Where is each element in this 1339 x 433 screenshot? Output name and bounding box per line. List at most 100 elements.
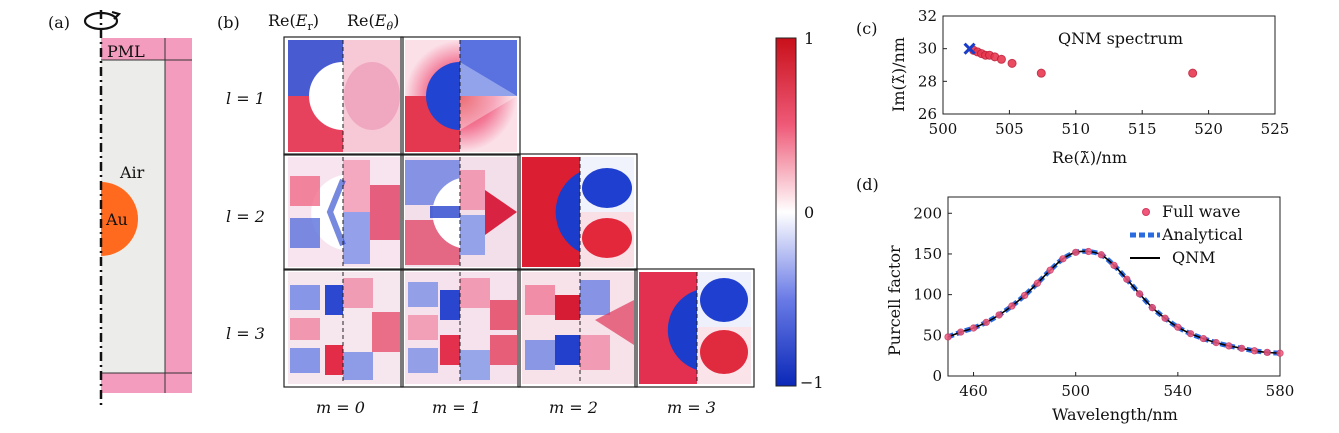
d-full-wave-point xyxy=(1199,334,1207,343)
plot-c-title: QNM spectrum xyxy=(1058,29,1183,48)
d-ytick-label: 150 xyxy=(913,245,942,263)
d-xtick-label: 460 xyxy=(959,382,988,400)
d-ytick-label: 200 xyxy=(913,204,942,222)
c-ytick-label: 30 xyxy=(918,40,937,58)
d-full-wave-point xyxy=(1225,342,1233,350)
field-map-l2-m0 xyxy=(288,157,400,267)
colorbar-min: −1 xyxy=(800,373,824,392)
col-label-m0: m = 0 xyxy=(316,398,365,417)
plot-d-frame xyxy=(947,196,1281,377)
field-map-l3-m1 xyxy=(405,272,517,384)
d-ytick-label: 50 xyxy=(923,326,942,344)
d-full-wave-point xyxy=(1263,348,1271,357)
d-full-wave-point xyxy=(1250,347,1259,355)
plot-c-ticks: 500 505 510 515 520 525 26 28 30 32 xyxy=(918,7,1289,138)
c-xtick-label: 500 xyxy=(929,120,958,138)
d-full-wave-point xyxy=(1021,291,1029,300)
colorbar-max: 1 xyxy=(804,29,814,48)
d-full-wave-point xyxy=(1123,275,1131,283)
panel-c-tag: (c) xyxy=(856,19,877,38)
col-label-m1: m = 1 xyxy=(432,398,481,417)
d-xtick-label: 580 xyxy=(1266,382,1295,400)
col-label-m3: m = 3 xyxy=(667,398,716,417)
d-ytick-label: 100 xyxy=(913,286,942,304)
c-ytick-label: 26 xyxy=(918,105,937,123)
field-map-l2-m2 xyxy=(522,157,634,267)
panel-c: (c) QNM spectrum Re(λ̃)/nm Im(λ̃)/nm 500… xyxy=(856,7,1289,167)
c-qnm-point xyxy=(1007,58,1017,68)
au-label: Au xyxy=(105,210,128,229)
gold-hemisphere xyxy=(101,182,138,256)
panel-d-tag: (d) xyxy=(856,175,879,194)
panel-a: (a) PML Air Au xyxy=(48,10,192,405)
row-label-l2: l = 2 xyxy=(226,207,265,226)
d-full-wave-point xyxy=(1212,339,1220,347)
plot-c-xlabel: Re(λ̃)/nm xyxy=(1052,148,1127,167)
c-xtick-label: 520 xyxy=(1194,120,1223,138)
col-header-er: Re(Er) xyxy=(268,11,319,33)
col-header-etheta: Re(Eθ) xyxy=(347,11,399,33)
d-xtick-label: 540 xyxy=(1164,382,1193,400)
d-full-wave-point xyxy=(957,328,965,336)
d-full-wave-point xyxy=(1276,349,1284,357)
legend-full-wave-marker xyxy=(1142,208,1150,216)
d-full-wave-point xyxy=(1059,255,1067,263)
d-full-wave-point xyxy=(1161,314,1169,322)
plot-c-frame xyxy=(942,15,1276,115)
d-full-wave-point xyxy=(995,311,1003,319)
d-full-wave-point xyxy=(1097,251,1105,259)
c-qnm-point xyxy=(1188,68,1198,78)
plot-d-xlabel: Wavelength/nm xyxy=(1052,405,1178,424)
panel-b: (b) Re(Er) Re(Eθ) l = 1 l = 2 l = 3 m = … xyxy=(217,11,824,417)
map-frames xyxy=(283,36,755,388)
field-map-l3-m3 xyxy=(639,272,751,384)
legend-qnm: QNM xyxy=(1172,248,1216,267)
rotation-arrow-icon xyxy=(83,10,122,31)
pml-right xyxy=(165,38,192,393)
c-xtick-label: 515 xyxy=(1128,120,1157,138)
d-full-wave-point xyxy=(1148,304,1156,312)
map-dividers xyxy=(342,40,698,384)
row-label-l1: l = 1 xyxy=(226,89,265,108)
c-qnm-point xyxy=(1036,68,1046,78)
d-ytick-label: 0 xyxy=(932,367,942,385)
plot-c-ylabel: Im(λ̃)/nm xyxy=(889,37,908,112)
colorbar-mid: 0 xyxy=(804,203,814,222)
d-full-wave-point xyxy=(1008,302,1016,310)
d-full-wave-point xyxy=(1187,330,1195,338)
d-full-wave-point xyxy=(1135,290,1144,298)
row-label-l3: l = 3 xyxy=(226,324,265,343)
c-qnm-cross-point xyxy=(963,42,976,55)
air-label: Air xyxy=(119,163,145,182)
field-map-l3-m2 xyxy=(522,272,634,384)
field-map-l1-m0 xyxy=(288,40,400,152)
d-xtick-label: 500 xyxy=(1061,382,1090,400)
d-full-wave-point xyxy=(1033,279,1041,287)
legend-full-wave: Full wave xyxy=(1162,202,1240,221)
d-full-wave-point xyxy=(944,333,952,341)
col-label-m2: m = 2 xyxy=(549,398,598,417)
field-map-l3-m0 xyxy=(288,272,400,384)
field-map-l2-m1 xyxy=(405,157,517,267)
panel-d: (d) Wavelength/nm Purcell factor 460 500 5… xyxy=(856,175,1294,424)
legend-analytical: Analytical xyxy=(1161,225,1243,244)
plot-d-ylabel: Purcell factor xyxy=(885,245,904,356)
pml-label: PML xyxy=(107,42,145,61)
c-xtick-label: 525 xyxy=(1261,120,1290,138)
c-qnm-point xyxy=(996,54,1006,64)
c-ytick-label: 32 xyxy=(918,7,937,25)
panel-b-tag: (b) xyxy=(217,13,240,32)
plot-c-marks xyxy=(963,42,1198,78)
d-full-wave-point xyxy=(982,318,990,326)
panel-a-tag: (a) xyxy=(48,13,70,32)
d-full-wave-point xyxy=(1238,344,1246,352)
plot-d-legend: Full wave Analytical QNM xyxy=(1130,202,1243,267)
plot-d-ticks: 460 500 540 580 0 50 100 150 200 xyxy=(913,204,1294,400)
d-full-wave-point xyxy=(1084,247,1093,256)
colorbar xyxy=(775,37,797,387)
d-full-wave-point xyxy=(1174,323,1182,331)
field-map-l1-m1 xyxy=(405,40,517,152)
c-ytick-label: 28 xyxy=(918,72,937,90)
d-full-wave-point xyxy=(1110,261,1118,269)
